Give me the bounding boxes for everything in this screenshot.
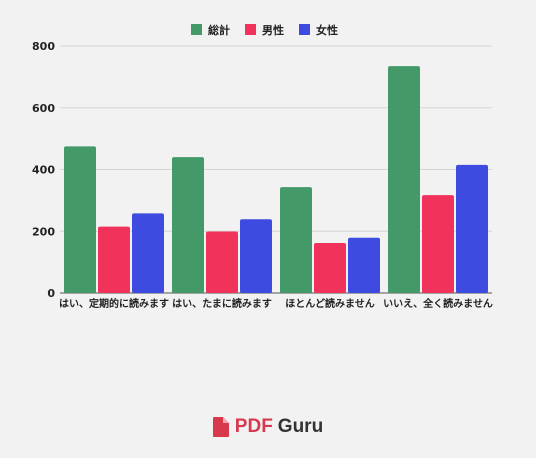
- y-tick-label: 400: [32, 164, 55, 177]
- bar: [240, 219, 272, 293]
- bar: [98, 226, 130, 293]
- y-tick-label: 0: [47, 287, 55, 300]
- y-tick-label: 200: [32, 225, 55, 238]
- x-tick-label: はい、定期的に読みます: [59, 297, 169, 310]
- brand-pdf-text: PDF: [234, 416, 273, 437]
- bar: [314, 242, 346, 293]
- bar: [422, 195, 454, 293]
- y-axis: 0 200 400 600 800: [32, 40, 55, 300]
- x-tick-label: はい、たまに読みます: [172, 297, 272, 310]
- legend-label: 女性: [316, 23, 338, 37]
- bar: [388, 66, 420, 293]
- legend-label: 男性: [262, 23, 284, 37]
- bar: [348, 237, 380, 293]
- document-icon: [212, 417, 229, 437]
- bar: [132, 213, 164, 293]
- bar: [206, 231, 238, 293]
- legend: 総計 男性 女性: [191, 23, 338, 37]
- bars: [64, 66, 488, 293]
- legend-swatch: [191, 24, 202, 35]
- x-tick-label: いいえ、全く読みません: [383, 297, 493, 310]
- y-tick-label: 600: [32, 102, 55, 115]
- bar: [64, 146, 96, 293]
- bar-chart: 総計 男性 女性 0 200 400 600 800 はい、定期的に読みます はい、たまに読み…: [32, 23, 493, 310]
- legend-swatch: [299, 24, 310, 35]
- y-tick-label: 800: [32, 40, 55, 53]
- bar: [456, 164, 488, 293]
- x-tick-label: ほとんど読みません: [285, 297, 374, 310]
- bar: [172, 157, 204, 293]
- legend-swatch: [245, 24, 256, 35]
- x-axis: はい、定期的に読みます はい、たまに読みます ほとんど読みません いいえ、全く読みませ…: [59, 297, 493, 310]
- bar: [280, 187, 312, 293]
- brand-guru-text: Guru: [277, 416, 324, 437]
- brand-logo: PDF Guru: [0, 416, 536, 438]
- legend-label: 総計: [208, 23, 230, 37]
